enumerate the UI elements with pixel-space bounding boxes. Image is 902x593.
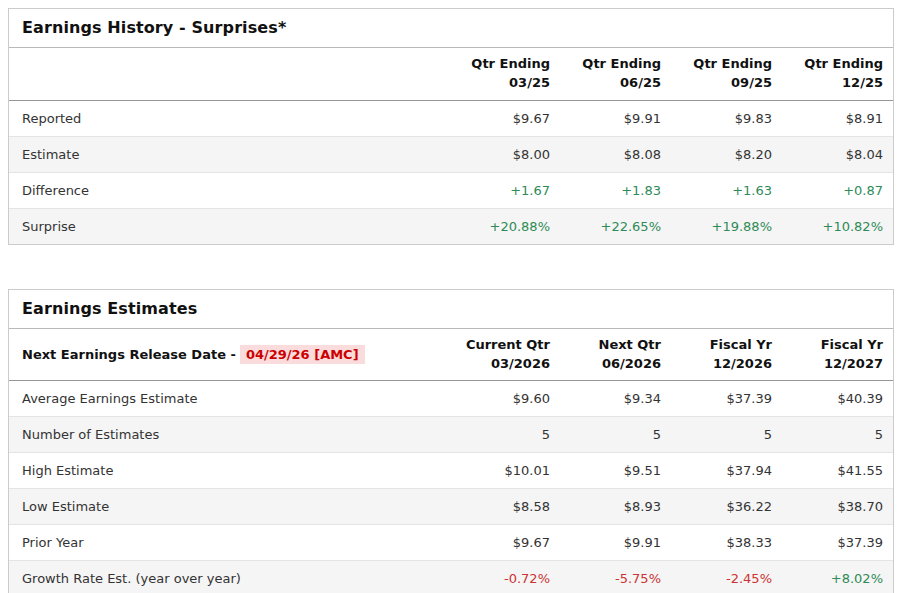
column-header-line1: Qtr Ending [792,55,883,74]
row-label: Low Estimate [9,489,449,525]
value-cell: +1.63 [671,172,782,208]
value-cell: 5 [560,417,671,453]
value-cell: $38.33 [671,525,782,561]
column-header-line1: Qtr Ending [681,55,772,74]
column-header-line2: 12/25 [792,74,883,93]
value-cell: $9.67 [449,100,560,136]
header-empty-cell [9,48,449,100]
row-label: Average Earnings Estimate [9,381,449,417]
table-row: Number of Estimates5555 [9,417,893,453]
earnings-estimates-header-row: Next Earnings Release Date - 04/29/26 [AM… [9,329,893,381]
column-header-line2: 09/25 [681,74,772,93]
value-cell: $9.91 [560,525,671,561]
table-row: Average Earnings Estimate$9.60$9.34$37.3… [9,381,893,417]
value-cell: $8.04 [782,136,893,172]
value-cell: $9.67 [449,525,560,561]
value-cell: +20.88% [449,208,560,244]
earnings-history-title: Earnings History - Surprises* [9,9,893,48]
value-cell: -5.75% [560,561,671,593]
value-cell: $9.34 [560,381,671,417]
row-label: Surprise [9,208,449,244]
column-header-line2: 06/2026 [570,355,661,374]
value-cell: $8.58 [449,489,560,525]
column-header-line2: 03/2026 [459,355,550,374]
row-label: High Estimate [9,453,449,489]
table-row: High Estimate$10.01$9.51$37.94$41.55 [9,453,893,489]
column-header: Next Qtr06/2026 [560,329,671,381]
column-header-line2: 12/2027 [792,355,883,374]
earnings-estimates-title: Earnings Estimates [9,290,893,329]
row-label: Prior Year [9,525,449,561]
column-header: Fiscal Yr12/2027 [782,329,893,381]
column-header: Qtr Ending06/25 [560,48,671,100]
value-cell: +1.67 [449,172,560,208]
value-cell: $8.00 [449,136,560,172]
value-cell: $8.91 [782,100,893,136]
value-cell: +19.88% [671,208,782,244]
value-cell: +22.65% [560,208,671,244]
table-row: Reported$9.67$9.91$9.83$8.91 [9,100,893,136]
earnings-history-panel: Earnings History - Surprises* Qtr Ending… [8,8,894,245]
value-cell: $9.60 [449,381,560,417]
row-label: Difference [9,172,449,208]
column-header-line1: Qtr Ending [459,55,550,74]
row-label: Number of Estimates [9,417,449,453]
next-earnings-release-cell: Next Earnings Release Date - 04/29/26 [AM… [9,329,449,381]
value-cell: $9.83 [671,100,782,136]
table-row: Difference+1.67+1.83+1.63+0.87 [9,172,893,208]
earnings-estimates-table: Next Earnings Release Date - 04/29/26 [AM… [9,329,893,593]
value-cell: +0.87 [782,172,893,208]
value-cell: $8.08 [560,136,671,172]
next-earnings-release-label: Next Earnings Release Date - [22,347,236,362]
column-header: Qtr Ending09/25 [671,48,782,100]
column-header: Fiscal Yr12/2026 [671,329,782,381]
value-cell: $10.01 [449,453,560,489]
earnings-page: Earnings History - Surprises* Qtr Ending… [0,0,902,593]
value-cell: 5 [671,417,782,453]
column-header-line1: Fiscal Yr [792,336,883,355]
value-cell: $8.93 [560,489,671,525]
value-cell: $41.55 [782,453,893,489]
earnings-estimates-panel: Earnings Estimates Next Earnings Release… [8,289,894,593]
row-label: Estimate [9,136,449,172]
column-header: Qtr Ending03/25 [449,48,560,100]
value-cell: 5 [449,417,560,453]
table-row: Low Estimate$8.58$8.93$36.22$38.70 [9,489,893,525]
column-header-line2: 12/2026 [681,355,772,374]
value-cell: $37.39 [671,381,782,417]
table-row: Surprise+20.88%+22.65%+19.88%+10.82% [9,208,893,244]
value-cell: 5 [782,417,893,453]
next-earnings-release-date: 04/29/26 [AMC] [240,345,365,364]
value-cell: -2.45% [671,561,782,593]
value-cell: $40.39 [782,381,893,417]
row-label: Growth Rate Est. (year over year) [9,561,449,593]
column-header-line1: Qtr Ending [570,55,661,74]
value-cell: +10.82% [782,208,893,244]
value-cell: $38.70 [782,489,893,525]
row-label: Reported [9,100,449,136]
value-cell: $9.91 [560,100,671,136]
column-header-line2: 06/25 [570,74,661,93]
value-cell: $8.20 [671,136,782,172]
earnings-history-table: Qtr Ending03/25Qtr Ending06/25Qtr Ending… [9,48,893,244]
column-header-line1: Current Qtr [459,336,550,355]
table-row: Estimate$8.00$8.08$8.20$8.04 [9,136,893,172]
table-row: Prior Year$9.67$9.91$38.33$37.39 [9,525,893,561]
column-header-line1: Fiscal Yr [681,336,772,355]
column-header: Qtr Ending12/25 [782,48,893,100]
value-cell: +1.83 [560,172,671,208]
column-header-line2: 03/25 [459,74,550,93]
earnings-history-header-row: Qtr Ending03/25Qtr Ending06/25Qtr Ending… [9,48,893,100]
value-cell: $9.51 [560,453,671,489]
table-row: Growth Rate Est. (year over year)-0.72%-… [9,561,893,593]
column-header: Current Qtr03/2026 [449,329,560,381]
column-header-line1: Next Qtr [570,336,661,355]
value-cell: $36.22 [671,489,782,525]
value-cell: +8.02% [782,561,893,593]
value-cell: $37.39 [782,525,893,561]
value-cell: $37.94 [671,453,782,489]
value-cell: -0.72% [449,561,560,593]
